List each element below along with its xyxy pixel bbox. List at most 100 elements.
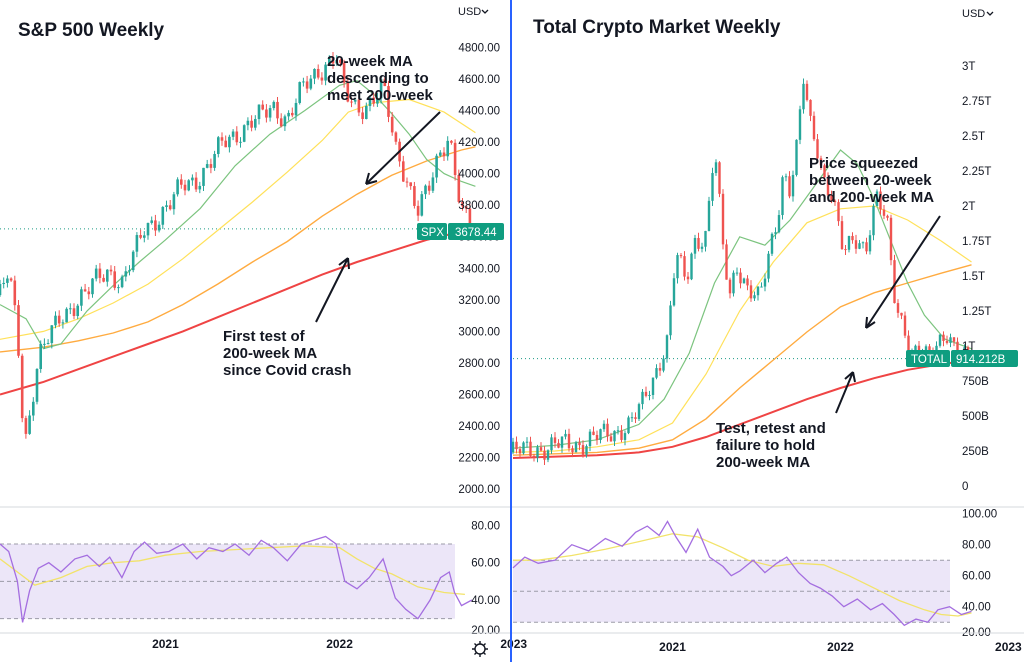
sp500-candle-body [124, 271, 128, 277]
crypto-candle-body [900, 312, 903, 316]
crypto-time-ticks: 2021 2022 2023 [659, 640, 1022, 654]
sp500-candle-body [150, 220, 153, 223]
sp500-candle-body [328, 57, 331, 65]
crypto-candle-body [847, 235, 851, 250]
sp500-candle-body [320, 77, 324, 81]
crypto-candle-body [648, 394, 651, 396]
crypto-candle-body [837, 202, 840, 222]
chevron-down-icon [481, 9, 489, 14]
sp500-currency-menu[interactable]: USD [458, 6, 489, 18]
sp500-candle-body [83, 289, 87, 292]
crypto-time-tick: 2023 [995, 640, 1022, 654]
crypto-candle-body [735, 272, 739, 274]
sp500-candle-body [6, 278, 9, 283]
crypto-candle-body [630, 417, 634, 419]
crypto-candle-body [753, 295, 756, 299]
sp500-price-tag-bg [448, 223, 504, 240]
crypto-ticker-tag: TOTAL 914.212B [906, 350, 1018, 367]
sp500-candle-body [342, 62, 346, 83]
crypto-candle-body [571, 448, 574, 453]
sp500-candle-body [69, 308, 72, 310]
crypto-candle-body [532, 455, 536, 458]
sp500-panel: 2000.00 2200.00 2400.00 2600.00 2800.00 3000.… [0, 6, 528, 657]
sp500-candle-body [168, 205, 172, 210]
crypto-candles [511, 78, 970, 465]
crypto-candle-body [620, 430, 623, 440]
crypto-candle-body [623, 433, 627, 440]
sp500-candle-body [239, 141, 242, 143]
crypto-rsi-band [513, 559, 950, 623]
sp500-candle-body [298, 82, 301, 103]
crypto-candle-body [679, 255, 683, 257]
crypto-price-tick: 2.75T [962, 96, 991, 108]
crypto-candle-body [627, 417, 630, 434]
sp500-candle-body [187, 180, 190, 191]
crypto-candle-body [543, 450, 546, 460]
crypto-candle-body [700, 246, 704, 249]
sp500-candle-body [346, 82, 350, 102]
sp500-candle-body [457, 175, 461, 202]
crypto-ticker: TOTAL [911, 354, 948, 366]
sp500-candle-body [161, 206, 165, 225]
crypto-candle-body [518, 449, 522, 454]
crypto-candle-body [886, 215, 889, 218]
sp500-ma-20-week-line [0, 79, 476, 350]
crypto-time-tick: 2021 [659, 640, 686, 654]
sp500-candle-body [191, 177, 194, 181]
crypto-candle-body [672, 278, 676, 306]
crypto-rsi-tick: 80.00 [962, 540, 991, 552]
crypto-candle-body [784, 176, 788, 178]
sp500-price-tick: 4800.00 [458, 42, 500, 54]
crypto-candle-body [816, 139, 819, 159]
crypto-candle-body [644, 391, 648, 396]
sp500-candle-body [46, 343, 50, 345]
sp500-candle-body [365, 105, 368, 120]
sp500-candle-body [157, 224, 161, 231]
sp500-candle-body [109, 269, 113, 272]
sp500-candle-body [213, 153, 216, 168]
crypto-candle-body [655, 368, 658, 378]
crypto-candle-body [550, 437, 553, 451]
crypto-candle-body [749, 285, 753, 299]
crypto-candle-body [858, 243, 861, 249]
sp500-candle-body [468, 208, 472, 227]
sp500-annotation-ma-line1: 20-week MA [327, 53, 413, 70]
crypto-candle-body [844, 249, 847, 251]
sp500-annotation-ma: 20-week MA descending to meet 200-week [327, 53, 434, 104]
sp500-candle-body [435, 155, 438, 178]
crypto-candle-body [553, 437, 557, 443]
crypto-candle-body [718, 162, 721, 194]
crypto-candle-body [928, 346, 931, 353]
sp500-candle-body [120, 276, 124, 288]
sp500-time-tick: 2021 [152, 637, 179, 651]
sp500-candle-body [302, 81, 305, 83]
crypto-currency-menu[interactable]: USD [962, 8, 994, 20]
sp500-candle-body [416, 205, 420, 216]
crypto-candle-body [907, 335, 910, 355]
sp500-time-ticks: 2021 2022 2023 [152, 637, 527, 651]
sp500-candle-body [272, 101, 276, 109]
crypto-rsi-tick: 60.00 [962, 571, 991, 583]
sp500-price-tick: 4000.00 [458, 169, 500, 181]
crypto-price-tick: 3T [962, 61, 975, 73]
crypto-candle-body [823, 165, 826, 178]
crypto-candle-body [763, 278, 767, 287]
sp500-rsi-tick: 60.00 [471, 558, 500, 570]
sp500-candle-body [176, 179, 179, 195]
sp500-candle-body [427, 185, 431, 191]
crypto-candle-body [662, 358, 665, 371]
sp500-price-tick: 4400.00 [458, 106, 500, 118]
sp500-candle-body [261, 104, 264, 110]
sp500-candle-body [106, 269, 109, 282]
crypto-price-tick: 750B [962, 376, 989, 388]
crypto-candle-body [637, 404, 641, 419]
crypto-candle-body [732, 272, 735, 294]
sp500-candle-body [431, 177, 435, 191]
sp500-candle-body [172, 194, 176, 210]
sp500-candle-body [424, 185, 427, 195]
gear-icon[interactable] [472, 641, 488, 657]
sp500-candle-body [413, 186, 416, 206]
crypto-candle-body [522, 442, 525, 454]
sp500-candle-body [65, 308, 68, 323]
sp500-annotation-test-line3: since Covid crash [223, 362, 351, 379]
